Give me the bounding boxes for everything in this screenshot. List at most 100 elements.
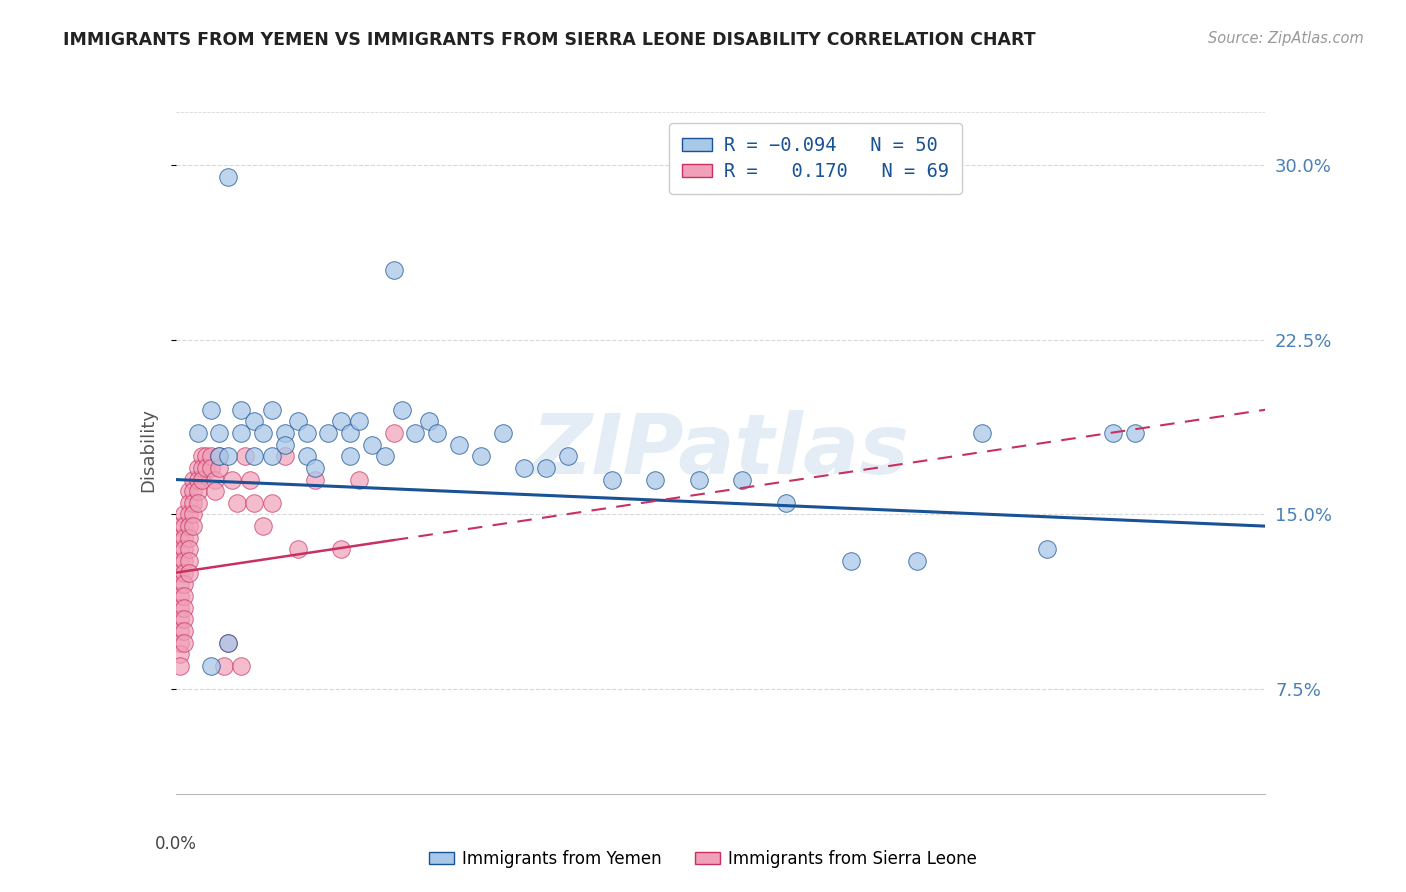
Point [330,414,353,428]
Point [169,531,191,545]
Point [169,566,191,580]
Point [347,414,370,428]
Point [252,519,274,533]
Point [186,461,209,475]
Point [841,554,863,568]
Point [1036,542,1059,557]
Point [217,635,239,649]
Point [173,566,195,580]
Point [225,496,247,510]
Point [418,414,440,428]
Point [177,531,200,545]
Point [208,450,231,464]
Point [339,450,361,464]
Point [775,496,797,510]
Point [191,450,214,464]
Text: ZIPatlas: ZIPatlas [531,410,910,491]
Point [177,508,200,522]
Point [318,425,340,440]
Point [470,450,492,464]
Point [274,437,297,451]
Point [217,450,239,464]
Text: IMMIGRANTS FROM YEMEN VS IMMIGRANTS FROM SIERRA LEONE DISABILITY CORRELATION CHA: IMMIGRANTS FROM YEMEN VS IMMIGRANTS FROM… [63,31,1036,49]
Point [970,425,993,440]
Point [191,461,214,475]
Point [212,658,235,673]
Point [181,473,204,487]
Point [169,577,191,591]
Point [221,473,243,487]
Point [186,496,209,510]
Point [382,425,405,440]
Point [173,508,195,522]
Point [231,402,253,417]
Point [274,425,297,440]
Point [260,496,283,510]
Point [905,554,928,568]
Point [177,554,200,568]
Y-axis label: Disability: Disability [139,409,157,492]
Point [181,484,204,499]
Point [204,484,226,499]
Legend: Immigrants from Yemen, Immigrants from Sierra Leone: Immigrants from Yemen, Immigrants from S… [422,844,984,875]
Point [195,450,218,464]
Point [260,450,283,464]
Point [243,450,266,464]
Point [339,425,361,440]
Point [181,508,204,522]
Point [391,402,413,417]
Point [239,473,262,487]
Point [235,450,257,464]
Point [169,589,191,603]
Point [181,496,204,510]
Point [177,496,200,510]
Point [374,450,396,464]
Point [173,635,195,649]
Point [169,612,191,626]
Point [169,635,191,649]
Point [243,414,266,428]
Point [304,461,326,475]
Point [231,658,253,673]
Point [217,635,239,649]
Legend: R = −0.094   N = 50, R =   0.170   N = 69: R = −0.094 N = 50, R = 0.170 N = 69 [669,123,962,194]
Point [382,263,405,277]
Point [208,450,231,464]
Point [186,425,209,440]
Point [252,425,274,440]
Point [200,402,222,417]
Point [447,437,470,451]
Point [287,414,309,428]
Point [169,554,191,568]
Point [287,542,309,557]
Point [217,169,239,184]
Point [688,473,710,487]
Point [295,425,318,440]
Point [330,542,353,557]
Point [644,473,666,487]
Point [169,600,191,615]
Point [208,461,231,475]
Point [177,542,200,557]
Point [195,461,218,475]
Point [177,484,200,499]
Point [304,473,326,487]
Point [181,519,204,533]
Point [231,425,253,440]
Point [169,658,191,673]
Point [169,624,191,638]
Point [177,519,200,533]
Point [173,624,195,638]
Point [405,425,427,440]
Point [492,425,515,440]
Point [557,450,579,464]
Point [200,658,222,673]
Point [169,542,191,557]
Point [173,589,195,603]
Point [1123,425,1146,440]
Point [173,577,195,591]
Point [173,554,195,568]
Point [534,461,557,475]
Point [360,437,382,451]
Point [295,450,318,464]
